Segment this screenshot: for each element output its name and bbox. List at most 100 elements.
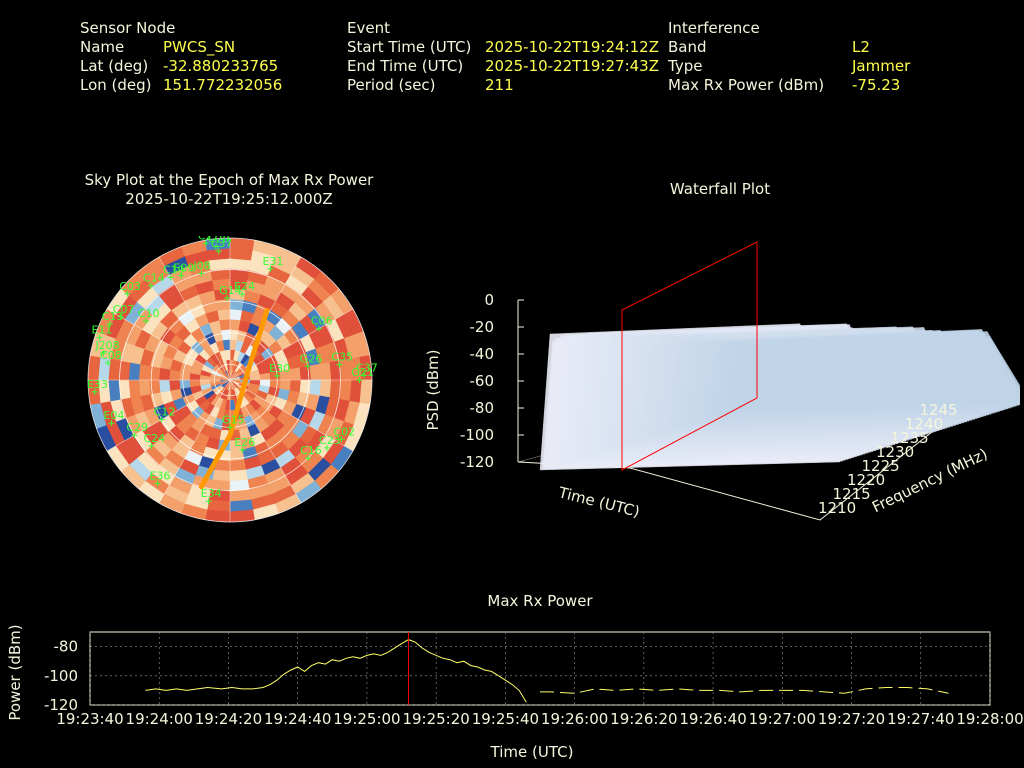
satellite-c23: C23 [319, 434, 341, 451]
satellite-label: C37 [356, 361, 378, 374]
sensor-lat-value: -32.880233765 [163, 57, 279, 75]
satellite-marker [224, 295, 231, 302]
sky-cell [148, 365, 161, 381]
satellite-label: J08 [192, 259, 210, 272]
x-tick-label: 19:27:20 [818, 710, 885, 728]
satellite-marker [274, 372, 281, 379]
sky-cell [289, 379, 302, 393]
epoch-slice-frame [621, 241, 758, 471]
satellite-label: E26 [234, 436, 255, 449]
satellite-marker [239, 291, 246, 298]
satellite-marker [167, 274, 174, 281]
satellite-label: E24 [234, 280, 255, 293]
satellite-label: E09 [173, 262, 194, 275]
satellite-c27: C27 [198, 236, 220, 247]
sky-cell [309, 379, 322, 397]
satellite-marker [212, 243, 219, 250]
satellite-c24: C24 [143, 432, 165, 449]
sky-cell [158, 379, 171, 393]
satellite-label: C03 [119, 280, 141, 293]
satellite-label: C06 [311, 315, 333, 328]
satellite-marker [96, 334, 103, 341]
z-tick-label: 0 [484, 291, 494, 309]
x-tick-label: 19:24:20 [195, 710, 262, 728]
z-tick-label: -80 [470, 399, 495, 417]
x-tick-label: 19:26:20 [610, 710, 677, 728]
sky-cell [299, 379, 312, 395]
satellite-marker [338, 436, 345, 443]
satellite-marker [91, 388, 98, 395]
x-tick-label: 19:27:40 [887, 710, 954, 728]
event-title: Event [347, 19, 390, 37]
sky-cell [220, 329, 231, 341]
sensor-lon-label: Lon (deg) [80, 76, 152, 94]
satellite-j208: J208 [94, 339, 120, 357]
sky-cell [219, 318, 231, 331]
satellite-marker [361, 372, 368, 379]
x-tick-label: 19:23:40 [56, 710, 123, 728]
frequency-tick-label: 1235 [891, 429, 929, 447]
x-tick-label: 19:25:20 [402, 710, 469, 728]
satellite-label: G21 [351, 366, 374, 379]
sky-cell [229, 459, 247, 472]
interference-power-label: Max Rx Power (dBm) [668, 76, 825, 94]
z-tick-label: -20 [470, 318, 495, 336]
satellite-marker [305, 455, 312, 462]
satellite-marker [158, 416, 165, 423]
satellite-c35: C35 [331, 351, 353, 368]
satellite-label: J208 [94, 339, 119, 352]
satellite-c12: C12 [154, 405, 175, 423]
sensor-name-value: PWCS_SN [163, 38, 236, 56]
y-tick-label: -120 [44, 696, 78, 714]
y-tick-label: -80 [54, 638, 79, 656]
sky-cell [138, 379, 151, 397]
satellite-label: C14 [143, 272, 165, 285]
azimuth-line [158, 379, 231, 504]
satellite-e30: E30 [269, 362, 290, 379]
power-line-tail [540, 687, 949, 694]
frequency-tick-label: 1220 [847, 471, 885, 489]
sensor-lon-value: 151.772232056 [163, 76, 283, 94]
satellite-label: C20 [208, 236, 230, 246]
satellite-e33: E33 [87, 378, 108, 395]
satellite-label: G14 [219, 284, 242, 297]
satellite-marker [154, 480, 161, 487]
event-start-label: Start Time (UTC) [347, 38, 472, 56]
satellite-c10: C10 [138, 307, 160, 325]
x-axis-label: Time (UTC) [490, 743, 574, 761]
satellite-c13: C13 [102, 310, 124, 327]
satellite-marker [202, 240, 209, 247]
x-tick-label: 19:25:40 [472, 710, 539, 728]
x-tick-label: 19:25:00 [333, 710, 400, 728]
sky-cell [217, 308, 231, 321]
power-plot-title: Max Rx Power [487, 592, 593, 610]
satellite-label: C35 [331, 351, 353, 364]
sky-cell [138, 363, 151, 381]
satellite-c29: C29 [126, 421, 148, 439]
satellite-c20: C20 [208, 236, 230, 250]
satellite-label: E31 [262, 255, 283, 268]
satellite-label: E11 [91, 324, 112, 337]
satellite-marker [106, 320, 113, 327]
azimuth-line [106, 308, 231, 381]
z-tick-label: -60 [470, 372, 495, 390]
z-tick-label: -40 [470, 345, 495, 363]
satellite-marker [315, 325, 322, 332]
frequency-tick-label: 1210 [818, 499, 856, 517]
satellite-c19: C19 [163, 264, 185, 281]
satellite-marker [142, 318, 149, 325]
satellite-label: C02 [333, 425, 355, 438]
frequency-tick-label: 1245 [920, 401, 958, 419]
waterfall-surface [539, 323, 1020, 471]
azimuth-line [229, 379, 354, 452]
satellite-marker [124, 290, 131, 297]
azimuth-line [106, 379, 231, 452]
satellite-marker [304, 363, 311, 370]
event-end-label: End Time (UTC) [347, 57, 464, 75]
x-tick-label: 19:24:00 [126, 710, 193, 728]
satellite-label: G15 [222, 413, 245, 426]
satellite-e09: E09 [173, 262, 194, 279]
satellite-marker [105, 359, 112, 366]
satellite-label: C07 [113, 303, 135, 316]
